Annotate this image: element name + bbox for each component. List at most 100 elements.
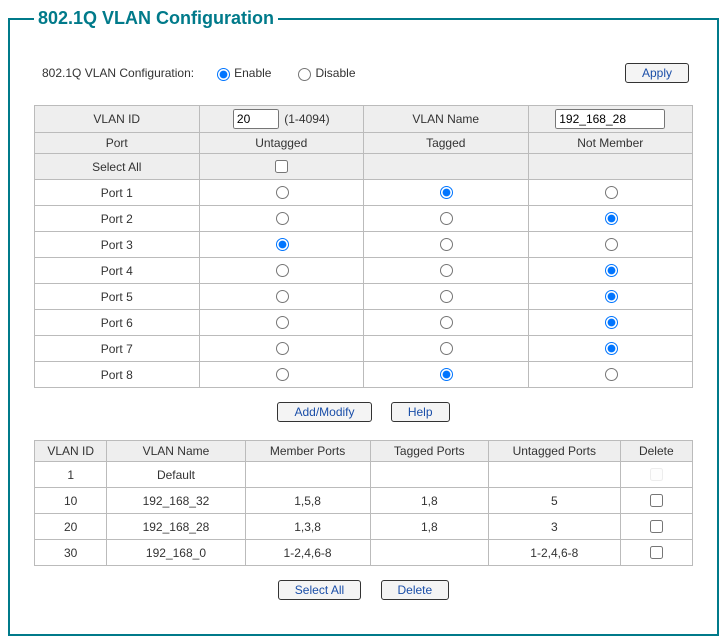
disable-radio-wrap[interactable]: Disable [293,65,355,81]
cell-member-ports [245,462,370,488]
port-tagged-radio[interactable] [440,264,453,277]
port-tagged-radio[interactable] [440,238,453,251]
port-tagged-radio[interactable] [440,316,453,329]
col-untagged: Untagged [199,133,364,154]
vlan-id-input[interactable] [233,109,279,129]
col-vlan-name: VLAN Name [364,106,529,133]
port-untagged-radio[interactable] [276,316,289,329]
config-mode-label: 802.1Q VLAN Configuration: [42,66,194,80]
port-untagged-radio[interactable] [276,368,289,381]
vlan-summary-table: VLAN ID VLAN Name Member Ports Tagged Po… [34,440,693,566]
port-notmember-radio[interactable] [605,316,618,329]
sum-col-untagged-ports: Untagged Ports [489,441,621,462]
row-delete-checkbox [650,468,663,481]
help-button[interactable]: Help [391,402,450,422]
select-all-button[interactable]: Select All [278,580,361,600]
apply-button[interactable]: Apply [625,63,689,83]
cell-tagged-ports [370,462,488,488]
port-untagged-radio[interactable] [276,264,289,277]
port-label: Port 6 [35,310,200,336]
cell-tagged-ports [370,540,488,566]
enable-label: Enable [234,66,271,80]
port-tagged-radio[interactable] [440,212,453,225]
port-btn-row: Add/Modify Help [34,402,693,422]
add-modify-button[interactable]: Add/Modify [277,402,371,422]
port-label: Port 1 [35,180,200,206]
port-label: Port 3 [35,232,200,258]
port-notmember-radio[interactable] [605,264,618,277]
select-all-checkbox[interactable] [275,160,288,173]
disable-label: Disable [315,66,355,80]
port-label: Port 4 [35,258,200,284]
port-tagged-radio[interactable] [440,368,453,381]
cell-vlan-id: 1 [35,462,107,488]
enable-radio-wrap[interactable]: Enable [212,65,271,81]
cell-untagged-ports: 5 [489,488,621,514]
port-tagged-radio[interactable] [440,342,453,355]
vlan-summary-row: 20192_168_281,3,81,83 [35,514,693,540]
port-untagged-radio[interactable] [276,186,289,199]
cell-vlan-name: 192_168_32 [107,488,245,514]
port-untagged-radio[interactable] [276,342,289,355]
cell-member-ports: 1,5,8 [245,488,370,514]
cell-vlan-name: Default [107,462,245,488]
disable-radio[interactable] [298,68,311,81]
port-row: Port 5 [35,284,693,310]
delete-button[interactable]: Delete [381,580,450,600]
col-port: Port [35,133,200,154]
sum-col-tagged-ports: Tagged Ports [370,441,488,462]
col-vlan-id: VLAN ID [35,106,200,133]
vlan-id-range: (1-4094) [284,112,329,126]
port-row: Port 6 [35,310,693,336]
port-row: Port 7 [35,336,693,362]
port-label: Port 7 [35,336,200,362]
cell-untagged-ports [489,462,621,488]
col-not-member: Not Member [528,133,693,154]
port-untagged-radio[interactable] [276,238,289,251]
port-label: Port 2 [35,206,200,232]
sum-col-delete: Delete [620,441,692,462]
port-notmember-radio[interactable] [605,186,618,199]
cell-vlan-name: 192_168_28 [107,514,245,540]
port-tagged-radio[interactable] [440,186,453,199]
enable-radio[interactable] [217,68,230,81]
port-notmember-radio[interactable] [605,238,618,251]
cell-tagged-ports: 1,8 [370,514,488,540]
cell-untagged-ports: 1-2,4,6-8 [489,540,621,566]
port-notmember-radio[interactable] [605,342,618,355]
cell-untagged-ports: 3 [489,514,621,540]
sum-col-vlan-name: VLAN Name [107,441,245,462]
vlan-name-cell [528,106,693,133]
port-row: Port 8 [35,362,693,388]
summary-btn-row: Select All Delete [34,580,693,600]
port-notmember-radio[interactable] [605,212,618,225]
cell-vlan-id: 30 [35,540,107,566]
port-untagged-radio[interactable] [276,290,289,303]
port-notmember-radio[interactable] [605,290,618,303]
vlan-summary-row: 30192_168_01-2,4,6-81-2,4,6-8 [35,540,693,566]
cell-vlan-name: 192_168_0 [107,540,245,566]
vlan-name-input[interactable] [555,109,665,129]
row-delete-checkbox[interactable] [650,546,663,559]
page-title: 802.1Q VLAN Configuration [34,8,278,29]
row-delete-checkbox[interactable] [650,494,663,507]
port-row: Port 3 [35,232,693,258]
vlan-config-fieldset: 802.1Q VLAN Configuration 802.1Q VLAN Co… [8,8,719,636]
port-label: Port 5 [35,284,200,310]
port-notmember-radio[interactable] [605,368,618,381]
col-tagged: Tagged [364,133,529,154]
cell-member-ports: 1,3,8 [245,514,370,540]
cell-vlan-id: 20 [35,514,107,540]
row-delete-checkbox[interactable] [650,520,663,533]
port-row: Port 2 [35,206,693,232]
vlan-summary-row: 10192_168_321,5,81,85 [35,488,693,514]
cell-vlan-id: 10 [35,488,107,514]
port-tagged-radio[interactable] [440,290,453,303]
cell-member-ports: 1-2,4,6-8 [245,540,370,566]
vlan-id-cell: (1-4094) [199,106,364,133]
port-row: Port 1 [35,180,693,206]
port-row: Port 4 [35,258,693,284]
port-untagged-radio[interactable] [276,212,289,225]
sum-col-vlan-id: VLAN ID [35,441,107,462]
port-config-table: VLAN ID (1-4094) VLAN Name Port Untagged… [34,105,693,388]
